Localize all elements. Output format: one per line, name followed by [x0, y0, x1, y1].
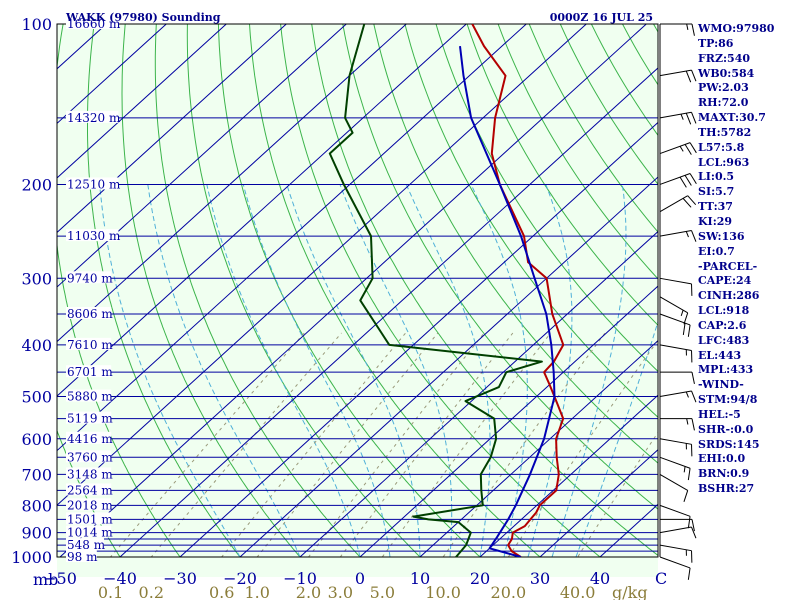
index-line: EL:443 — [698, 349, 798, 364]
mixing-ratio-tick-label: 10.0 — [425, 583, 461, 600]
temperature-tick-label: 0 — [355, 569, 365, 588]
height-label: 4416 m — [67, 432, 113, 446]
height-label: 2018 m — [67, 498, 113, 512]
index-line: KI:29 — [698, 215, 798, 230]
mixing-ratio-tick-label: 1.0 — [244, 583, 269, 600]
mixing-ratio-tick-label: 3.0 — [328, 583, 353, 600]
index-line: LCL:918 — [698, 304, 798, 319]
height-label: 9740 m — [67, 271, 113, 285]
chart-title: WAKK (97980) Sounding — [65, 11, 221, 24]
index-line: MAXT:30.7 — [698, 111, 798, 126]
pressure-tick-label: 400 — [21, 336, 52, 355]
pressure-unit-label: mb — [33, 570, 58, 589]
chart-datetime: 0000Z 16 JUL 25 — [550, 11, 653, 24]
height-label: 12510 m — [67, 177, 121, 191]
mixing-ratio-tick-label: 0.2 — [139, 583, 164, 600]
index-line: WMO:97980 — [698, 22, 798, 37]
pressure-tick-label: 300 — [21, 269, 52, 288]
index-line: MPL:433 — [698, 363, 798, 378]
pressure-tick-label: 600 — [21, 430, 52, 449]
index-line: RH:72.0 — [698, 96, 798, 111]
height-label: 11030 m — [67, 229, 121, 243]
index-line: -WIND- — [698, 378, 798, 393]
pressure-tick-label: 900 — [21, 524, 52, 543]
height-label: 6701 m — [67, 365, 113, 379]
pressure-tick-label: 500 — [21, 388, 52, 407]
height-label: 8606 m — [67, 307, 113, 321]
height-label: 98 m — [67, 550, 98, 564]
mixing-ratio-tick-label: 0.1 — [98, 583, 123, 600]
pressure-tick-label: 100 — [21, 15, 52, 34]
mixing-ratio-tick-label: 5.0 — [370, 583, 395, 600]
height-label: 5119 m — [67, 412, 113, 426]
mixing-ratio-unit-label: g/kg — [612, 583, 648, 600]
height-label: 1501 m — [67, 512, 113, 526]
index-line: SW:136 — [698, 230, 798, 245]
pressure-tick-label: 1000 — [11, 548, 52, 567]
index-line: WB0:584 — [698, 67, 798, 82]
mixing-ratio-tick-label: 2.0 — [296, 583, 321, 600]
temperature-unit-label: C — [655, 569, 667, 588]
height-label: 3148 m — [67, 467, 113, 481]
height-label: 7610 m — [67, 338, 113, 352]
pressure-tick-label: 200 — [21, 175, 52, 194]
index-line: CINH:286 — [698, 289, 798, 304]
index-line: L57:5.8 — [698, 141, 798, 156]
index-line: -PARCEL- — [698, 260, 798, 275]
index-line: LFC:483 — [698, 334, 798, 349]
index-line: EI:0.7 — [698, 245, 798, 260]
temperature-tick-label: −30 — [163, 569, 197, 588]
temperature-tick-label: 20 — [470, 569, 490, 588]
height-label: 14320 m — [67, 111, 121, 125]
temperature-tick-label: 30 — [530, 569, 550, 588]
index-line: STM:94/8 — [698, 393, 798, 408]
index-line: SI:5.7 — [698, 185, 798, 200]
mixing-ratio-tick-label: 20.0 — [491, 583, 527, 600]
index-line: FRZ:540 — [698, 52, 798, 67]
index-line: SHR-:0.0 — [698, 423, 798, 438]
index-line: LI:0.5 — [698, 170, 798, 185]
index-line: SRDS:145 — [698, 438, 798, 453]
pressure-tick-label: 800 — [21, 496, 52, 515]
mixing-ratio-tick-label: 0.6 — [209, 583, 234, 600]
index-line: CAPE:24 — [698, 274, 798, 289]
index-line: HEL:-5 — [698, 408, 798, 423]
height-label: 5880 m — [67, 390, 113, 404]
mixing-ratio-tick-label: 40.0 — [560, 583, 596, 600]
index-line: EHI:0.0 — [698, 452, 798, 467]
index-line: LCL:963 — [698, 156, 798, 171]
index-line: BSHR:27 — [698, 482, 798, 497]
index-line: TT:37 — [698, 200, 798, 215]
index-line: TH:5782 — [698, 126, 798, 141]
index-line: BRN:0.9 — [698, 467, 798, 482]
index-line: TP:86 — [698, 37, 798, 52]
index-line: CAP:2.6 — [698, 319, 798, 334]
index-line: PW:2.03 — [698, 81, 798, 96]
height-label: 2564 m — [67, 483, 113, 497]
height-label: 3760 m — [67, 450, 113, 464]
pressure-tick-label: 700 — [21, 465, 52, 484]
